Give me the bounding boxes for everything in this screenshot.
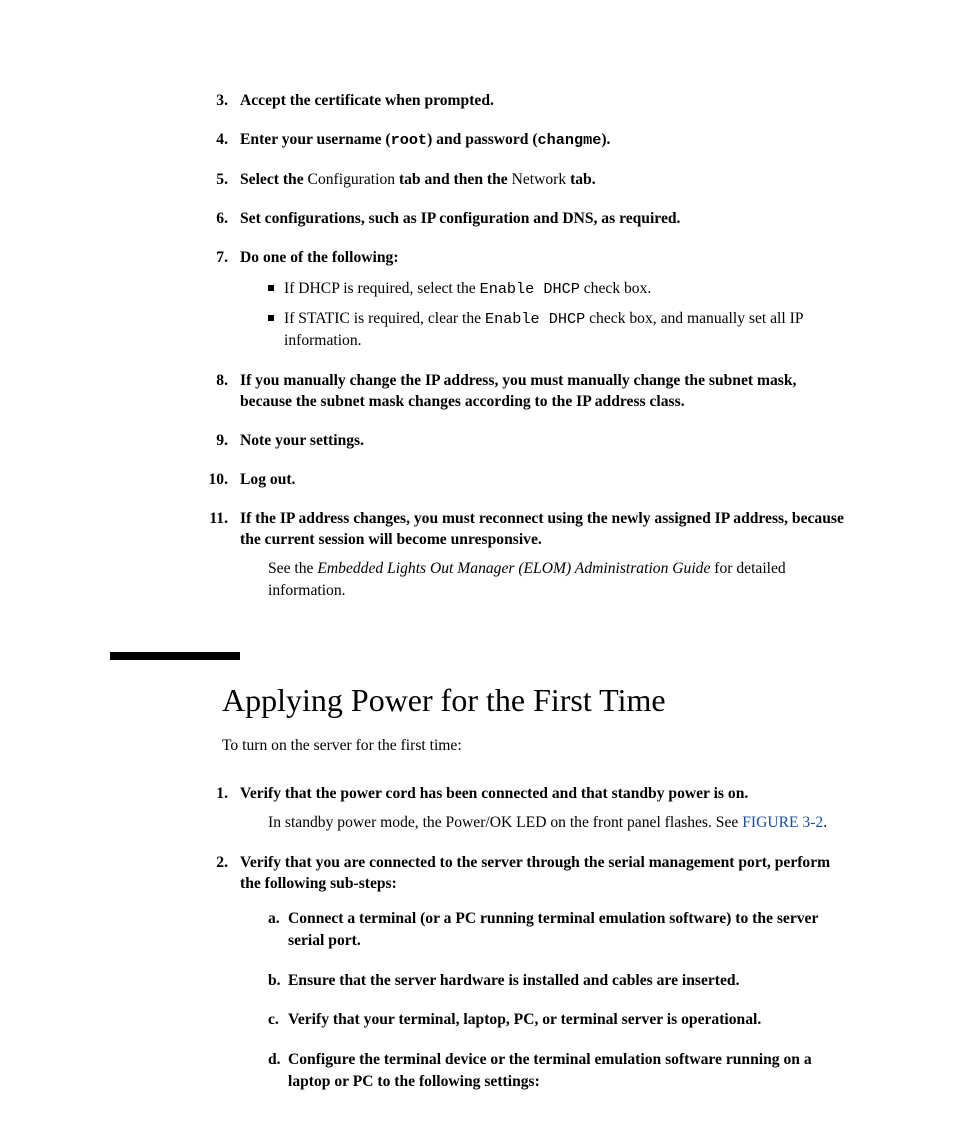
step-text: Log out.: [240, 471, 295, 488]
step-text: If you manually change the IP address, y…: [240, 372, 796, 410]
bullet-static: If STATIC is required, clear the Enable …: [268, 308, 844, 352]
step-3: 3. Accept the certificate when prompted.: [222, 90, 844, 111]
step-number: 10.: [196, 469, 228, 490]
step-number: 2.: [196, 852, 228, 873]
t: .: [823, 814, 827, 831]
substep-b: b. Ensure that the server hardware is in…: [268, 970, 844, 992]
substep-text: Verify that your terminal, laptop, PC, o…: [288, 1011, 761, 1028]
t: ).: [601, 131, 610, 148]
t: check box.: [580, 280, 651, 297]
step-7: 7. Do one of the following: If DHCP is r…: [222, 247, 844, 352]
t: If DHCP is required, select the: [284, 280, 480, 297]
step-text: Verify that you are connected to the ser…: [240, 854, 830, 892]
t: ) and password (: [427, 131, 537, 148]
step-text: Verify that the power cord has been conn…: [240, 785, 748, 802]
substep-c: c. Verify that your terminal, laptop, PC…: [268, 1009, 844, 1031]
tab-network: Network: [512, 171, 567, 188]
substep-letter: b.: [268, 970, 281, 992]
steps-part2: 1. Verify that the power cord has been c…: [222, 783, 844, 1093]
content-column: 3. Accept the certificate when prompted.…: [222, 90, 844, 1093]
code-root: root: [391, 131, 427, 149]
step-5: 5. Select the Configuration tab and then…: [222, 169, 844, 190]
code-enable-dhcp: Enable DHCP: [480, 280, 580, 298]
step-10: 10. Log out.: [222, 469, 844, 490]
step-text: Enter your username (root) and password …: [240, 131, 610, 148]
step-number: 4.: [196, 129, 228, 150]
step-number: 11.: [196, 508, 228, 529]
step-9: 9. Note your settings.: [222, 430, 844, 451]
substep-letter: d.: [268, 1049, 281, 1071]
section-intro: To turn on the server for the first time…: [222, 737, 844, 755]
step-text: Select the Configuration tab and then th…: [240, 171, 596, 188]
t: Select the: [240, 171, 308, 188]
substep-letter: a.: [268, 908, 280, 930]
code-enable-dhcp: Enable DHCP: [485, 310, 585, 328]
step-number: 3.: [196, 90, 228, 111]
step-text: If the IP address changes, you must reco…: [240, 510, 844, 548]
section-divider: [110, 652, 240, 660]
t: Enter your username (: [240, 131, 391, 148]
substep-letter: c.: [268, 1009, 279, 1031]
t: See the: [268, 560, 317, 577]
figure-link[interactable]: FIGURE 3-2: [742, 814, 823, 831]
substeps: a. Connect a terminal (or a PC running t…: [268, 908, 844, 1093]
step-1: 1. Verify that the power cord has been c…: [222, 783, 844, 834]
bullet-list: If DHCP is required, select the Enable D…: [268, 278, 844, 352]
step-8: 8. If you manually change the IP address…: [222, 370, 844, 412]
step-text: Accept the certificate when prompted.: [240, 92, 494, 109]
step-1-body: In standby power mode, the Power/OK LED …: [268, 812, 844, 834]
substep-a: a. Connect a terminal (or a PC running t…: [268, 908, 844, 952]
step-4: 4. Enter your username (root) and passwo…: [222, 129, 844, 151]
step-number: 5.: [196, 169, 228, 190]
step-text: Do one of the following:: [240, 249, 399, 266]
guide-title: Embedded Lights Out Manager (ELOM) Admin…: [317, 560, 710, 577]
t: In standby power mode, the Power/OK LED …: [268, 814, 742, 831]
step-6: 6. Set configurations, such as IP config…: [222, 208, 844, 229]
step-number: 7.: [196, 247, 228, 268]
step-number: 9.: [196, 430, 228, 451]
steps-part1: 3. Accept the certificate when prompted.…: [222, 90, 844, 602]
step-11-body: See the Embedded Lights Out Manager (ELO…: [268, 558, 844, 602]
step-number: 1.: [196, 783, 228, 804]
t: If STATIC is required, clear the: [284, 310, 485, 327]
tab-configuration: Configuration: [308, 171, 396, 188]
page: 3. Accept the certificate when prompted.…: [0, 0, 954, 1145]
substep-text: Connect a terminal (or a PC running term…: [288, 910, 818, 949]
t: tab.: [566, 171, 595, 188]
section-heading: Applying Power for the First Time: [222, 682, 844, 719]
substep-text: Ensure that the server hardware is insta…: [288, 972, 740, 989]
t: tab and then the: [395, 171, 512, 188]
substep-text: Configure the terminal device or the ter…: [288, 1051, 812, 1090]
step-text: Set configurations, such as IP configura…: [240, 210, 680, 227]
code-changme: changme: [538, 131, 602, 149]
step-text: Note your settings.: [240, 432, 364, 449]
step-11: 11. If the IP address changes, you must …: [222, 508, 844, 602]
bullet-dhcp: If DHCP is required, select the Enable D…: [268, 278, 844, 300]
step-2: 2. Verify that you are connected to the …: [222, 852, 844, 1093]
step-number: 6.: [196, 208, 228, 229]
step-number: 8.: [196, 370, 228, 391]
substep-d: d. Configure the terminal device or the …: [268, 1049, 844, 1093]
